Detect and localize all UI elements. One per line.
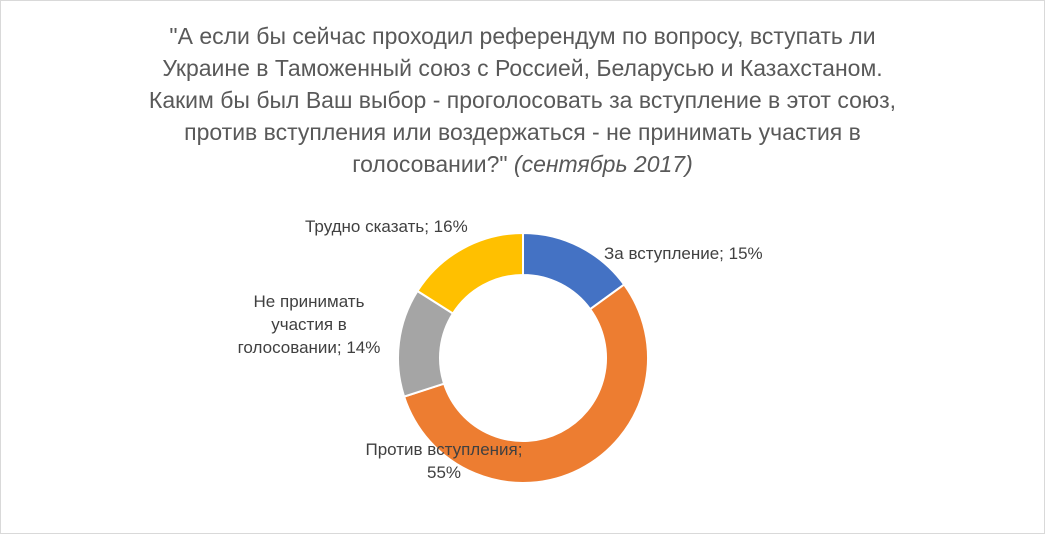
title-line-5: голосовании?" (сентябрь 2017): [110, 148, 935, 180]
donut-slice-1: [402, 283, 649, 484]
data-label-za-line-1: За вступление; 15%: [604, 244, 763, 263]
data-label-ne-prinimat: Не принимать участия в голосовании; 14%: [222, 290, 396, 359]
donut-slice-3: [416, 231, 524, 315]
data-label-ne-prinimat-line-1: Не принимать: [253, 292, 365, 311]
chart-title: "А если бы сейчас проходил референдум по…: [110, 20, 935, 180]
data-label-ne-prinimat-line-3: голосовании; 14%: [237, 338, 381, 357]
data-label-trudno: Трудно сказать; 16%: [305, 215, 468, 238]
title-last-line: голосовании?": [352, 151, 508, 177]
data-label-za: За вступление; 15%: [604, 242, 763, 265]
title-line-2: Украине в Таможенный союз с Россией, Бел…: [162, 55, 883, 81]
data-label-trudno-line-1: Трудно сказать; 16%: [305, 217, 468, 236]
data-label-ne-prinimat-line-2: участия в: [271, 315, 347, 334]
data-label-protiv-line-2: 55%: [426, 463, 462, 482]
title-line-1: "А если бы сейчас проходил референдум по…: [169, 23, 876, 49]
title-date: (сентябрь 2017): [513, 151, 693, 177]
data-label-protiv: Против вступления; 55%: [346, 438, 542, 484]
title-line-3: Каким бы был Ваш выбор - проголосовать з…: [148, 87, 897, 113]
data-label-protiv-line-1: Против вступления;: [365, 440, 523, 459]
title-line-4: против вступления или воздержаться - не …: [184, 119, 861, 145]
